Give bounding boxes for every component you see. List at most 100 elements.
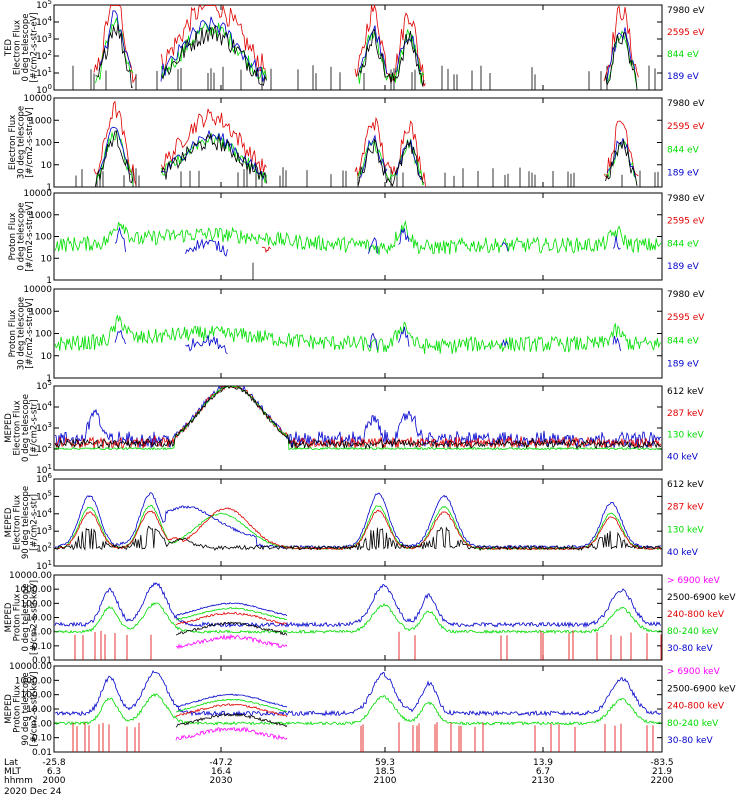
y-tick-label: 1000	[29, 211, 52, 221]
series-80-240kev	[54, 602, 662, 635]
y-tick-label: 10000.00	[9, 571, 52, 581]
y-tick-label: 100	[35, 330, 52, 340]
y-axis-label: 0 deg telescope	[21, 584, 31, 652]
y-tick-label: 1	[46, 183, 52, 193]
series-7980ev	[95, 24, 638, 90]
series-130kev	[54, 386, 662, 451]
series-189ev	[114, 226, 621, 257]
y-tick-label: 0.01	[32, 748, 52, 758]
y-tick-label: 10000.00	[9, 662, 52, 672]
series-2595ev	[93, 100, 639, 187]
y-tick-label: 1	[46, 374, 52, 384]
y-tick-label: 101	[36, 463, 52, 476]
panel-frame	[53, 192, 663, 281]
y-axis-label: [#/cm2-s-str-eV]	[30, 12, 40, 82]
panel-frame	[53, 385, 663, 471]
series-612kev	[54, 525, 662, 551]
x-tick-label: -83.5	[650, 758, 673, 768]
panel-frame	[53, 478, 663, 567]
series-40kev	[54, 492, 662, 550]
legend-entry: 2500-6900 keV	[667, 684, 736, 694]
y-tick-label: 102	[36, 442, 52, 455]
legend-entry: 80-240 keV	[667, 719, 719, 729]
legend-entry: 2595 eV	[667, 28, 705, 38]
series-2595ev	[93, 3, 639, 88]
y-axis-label: MEPED	[4, 602, 14, 632]
y-tick-label: 10	[41, 161, 53, 171]
y-axis-label: Electron Flux	[8, 115, 18, 170]
y-tick-label: 10	[41, 352, 53, 362]
y-tick-label: 10000	[23, 285, 52, 295]
y-axis-label: 90 deg telescope	[21, 486, 31, 559]
series-2500-6900kev	[175, 712, 288, 728]
legend-entry: 7980 eV	[667, 99, 705, 109]
y-tick-label: 101	[36, 66, 52, 79]
y-tick-label: 105	[36, 0, 52, 11]
y-tick-label: 1.00	[32, 628, 52, 638]
legend-entry: 40 keV	[667, 548, 699, 558]
panel-frame	[53, 574, 663, 661]
x-tick-label: 6.3	[47, 767, 61, 777]
y-tick-label: 10.00	[26, 705, 52, 715]
y-axis-label: [#/cm2-s-str-keV]	[30, 672, 40, 747]
series-240-800kev	[175, 703, 288, 718]
panel-frame	[53, 4, 663, 91]
x-tick-label: -25.8	[42, 758, 66, 768]
series-240-800kev-noise	[74, 630, 662, 660]
y-axis-label: TED	[4, 38, 14, 57]
y-tick-label: 105	[36, 489, 52, 502]
legend-entry: 612 keV	[667, 387, 704, 397]
legend-entry: 844 eV	[667, 336, 700, 346]
y-axis-label: 0 deg telescope	[21, 14, 31, 82]
legend-entry: 2595 eV	[667, 122, 705, 132]
y-axis-label: Proton Flux	[8, 213, 18, 261]
legend-entry: 7980 eV	[667, 6, 705, 16]
y-axis-label: [#/cm2-s-str-eV]	[25, 298, 35, 368]
y-tick-label: 1.00	[32, 719, 52, 729]
series-80-240kev-arc	[175, 607, 288, 621]
legend-entry: 7980 eV	[667, 194, 705, 204]
y-axis-label: 30 deg telescope	[17, 106, 27, 179]
x-tick-label: 2100	[374, 776, 397, 786]
y-axis-label: Proton Flux	[8, 310, 18, 358]
series-6900kev	[175, 633, 288, 650]
y-tick-label: 104	[36, 400, 52, 413]
series-189ev	[98, 126, 636, 181]
x-tick-label: 59.3	[375, 758, 395, 768]
series-240-800kev	[175, 611, 288, 626]
series-30-80kev	[54, 582, 662, 629]
legend-entry: 2500-6900 keV	[667, 593, 736, 603]
series-40kev	[54, 385, 662, 449]
legend-entry: 844 eV	[667, 145, 700, 155]
legend-entry: 130 keV	[667, 525, 704, 535]
y-axis-label: Electron Flux	[13, 495, 23, 550]
y-tick-label: 103	[36, 32, 52, 45]
y-tick-label: 1000.00	[15, 585, 52, 595]
x-tick-label: 6.7	[536, 767, 550, 777]
y-axis-label: MEPED	[4, 694, 14, 724]
legend-entry: 287 keV	[667, 409, 704, 419]
series-2500-6900kev	[175, 621, 288, 636]
legend-entry: 80-240 keV	[667, 627, 719, 637]
series-844ev	[95, 130, 638, 186]
y-tick-label: 105	[36, 379, 52, 392]
y-axis-label: [#/cm2-s-str-eV]	[25, 107, 35, 177]
y-tick-label: 10	[41, 254, 53, 264]
series-240-800kev-noise	[72, 722, 654, 752]
y-axis-label: Proton Flux	[13, 594, 23, 642]
y-tick-label: 102	[36, 49, 52, 62]
legend-entry: 240-800 keV	[667, 702, 725, 712]
y-axis-label: 90 deg telescope	[21, 672, 31, 745]
series-80-240kev-arc	[175, 698, 287, 713]
panel-frame	[53, 288, 663, 379]
legend-entry: 612 keV	[667, 480, 704, 490]
panel-7: 0.01 0.10 1.00 10.00 100.00 1000.00 10000.00 ME…	[4, 571, 736, 666]
legend-entry: 287 keV	[667, 503, 704, 513]
y-tick-label: 106	[36, 472, 52, 485]
panel-8: 0.01 0.10 1.00 10.00 100.00 1000.00 10000.00 ME…	[4, 662, 736, 758]
legend-entry: 2595 eV	[667, 217, 705, 227]
